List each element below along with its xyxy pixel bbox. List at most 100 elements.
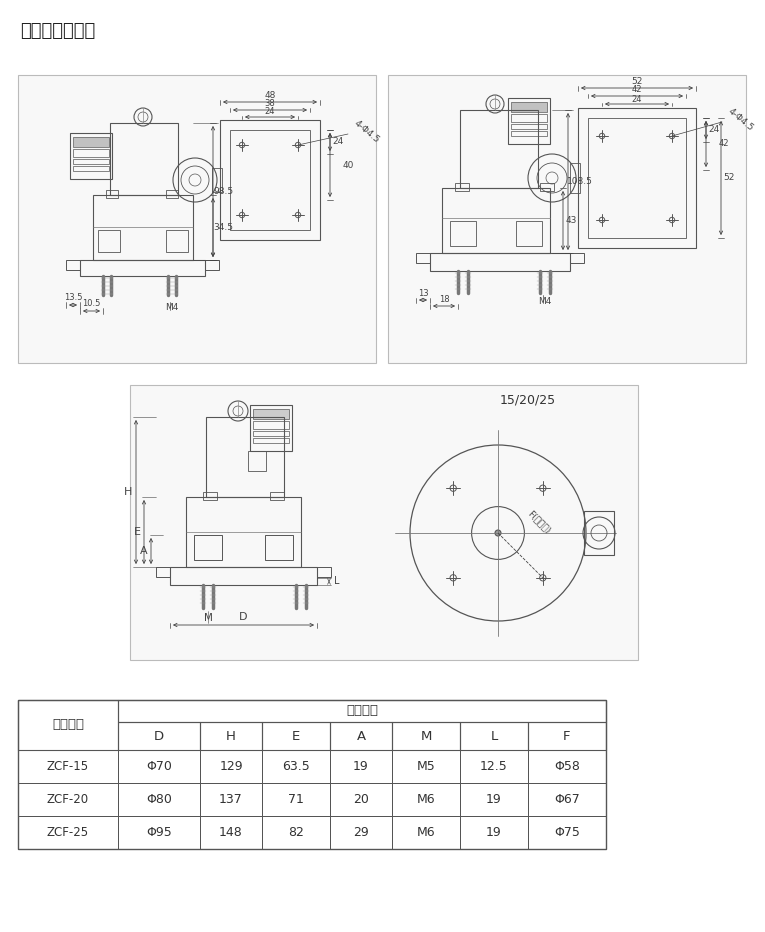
Bar [18, 75, 376, 363]
Bar [392, 816, 460, 849]
Bar [511, 102, 547, 112]
Bar [98, 230, 120, 252]
Text: 19: 19 [486, 826, 502, 839]
Bar [70, 133, 112, 179]
Bar [317, 567, 331, 577]
Bar [570, 163, 580, 193]
Bar [416, 253, 430, 263]
Bar [18, 783, 606, 816]
Bar [584, 511, 614, 555]
Bar [18, 750, 606, 783]
Text: 52: 52 [724, 173, 734, 183]
Text: ZCF-25: ZCF-25 [47, 826, 89, 839]
Text: 15/20/25: 15/20/25 [500, 393, 556, 406]
Text: Φ95: Φ95 [146, 826, 172, 839]
Bar [460, 783, 528, 816]
Bar [118, 722, 200, 750]
Bar [66, 260, 80, 270]
Text: 13: 13 [418, 289, 428, 297]
Text: 外形尺寸: 外形尺寸 [346, 705, 378, 718]
Bar [330, 750, 392, 783]
Bar [18, 783, 118, 816]
Text: F: F [563, 730, 571, 743]
Text: 24: 24 [265, 107, 275, 116]
Text: 38: 38 [265, 100, 275, 108]
Bar [528, 750, 606, 783]
Bar [170, 567, 317, 585]
Bar [18, 700, 606, 849]
Text: Φ75: Φ75 [554, 826, 580, 839]
Bar [540, 183, 554, 191]
Bar [516, 221, 542, 246]
Bar [511, 114, 547, 122]
Bar [118, 816, 200, 849]
Text: D: D [239, 612, 248, 622]
Text: 产品型号: 产品型号 [52, 719, 84, 732]
Bar [330, 816, 392, 849]
Bar [262, 750, 330, 783]
Text: Φ80: Φ80 [146, 793, 172, 806]
Bar [18, 816, 606, 849]
Bar [118, 750, 200, 783]
Text: 48: 48 [265, 90, 275, 100]
Text: M6: M6 [417, 793, 435, 806]
Bar [528, 722, 606, 750]
Bar [253, 438, 289, 443]
Bar [166, 230, 188, 252]
Text: A: A [356, 730, 366, 743]
Bar [570, 253, 584, 263]
Text: 4-Φ4.5: 4-Φ4.5 [726, 107, 755, 133]
Text: F(中心距): F(中心距) [526, 509, 552, 535]
Text: M4: M4 [539, 297, 552, 307]
Bar [166, 190, 178, 198]
Bar [205, 260, 219, 270]
Text: Φ67: Φ67 [554, 793, 580, 806]
Bar [253, 421, 289, 429]
Text: 18: 18 [438, 295, 449, 304]
Bar [80, 260, 205, 276]
Text: L: L [490, 730, 497, 743]
Text: ZCF-15: ZCF-15 [47, 760, 89, 773]
Bar [203, 492, 217, 500]
Bar [250, 405, 292, 451]
Text: H: H [226, 730, 236, 743]
Bar [18, 816, 118, 849]
Bar [253, 409, 289, 419]
Text: 129: 129 [220, 760, 243, 773]
Bar [330, 722, 392, 750]
Text: 63.5: 63.5 [282, 760, 310, 773]
Text: A: A [140, 546, 148, 556]
Bar [118, 783, 200, 816]
Text: 19: 19 [353, 760, 369, 773]
Text: Φ58: Φ58 [554, 760, 580, 773]
Text: 结构外型尺寸图: 结构外型尺寸图 [20, 22, 96, 40]
Text: L: L [334, 577, 340, 586]
Bar [212, 168, 222, 192]
Bar [511, 124, 547, 129]
Bar [253, 431, 289, 436]
Bar [450, 221, 476, 246]
Bar [528, 816, 606, 849]
Text: 20: 20 [353, 793, 369, 806]
Text: 98.5: 98.5 [213, 187, 233, 196]
Bar [200, 816, 262, 849]
Bar [578, 108, 696, 248]
Bar [442, 188, 550, 253]
Text: 71: 71 [288, 793, 304, 806]
Bar [18, 700, 118, 750]
Bar [588, 118, 686, 238]
Bar [262, 816, 330, 849]
Text: 12.5: 12.5 [480, 760, 508, 773]
Bar [186, 497, 301, 567]
Bar [388, 75, 746, 363]
Bar [73, 159, 109, 164]
Bar [93, 195, 193, 260]
Bar [460, 722, 528, 750]
Bar [206, 417, 284, 497]
Bar [194, 535, 222, 560]
Bar [248, 451, 266, 471]
Bar [455, 183, 469, 191]
Bar [262, 783, 330, 816]
Text: M5: M5 [417, 760, 435, 773]
Text: 13.5: 13.5 [63, 294, 83, 303]
